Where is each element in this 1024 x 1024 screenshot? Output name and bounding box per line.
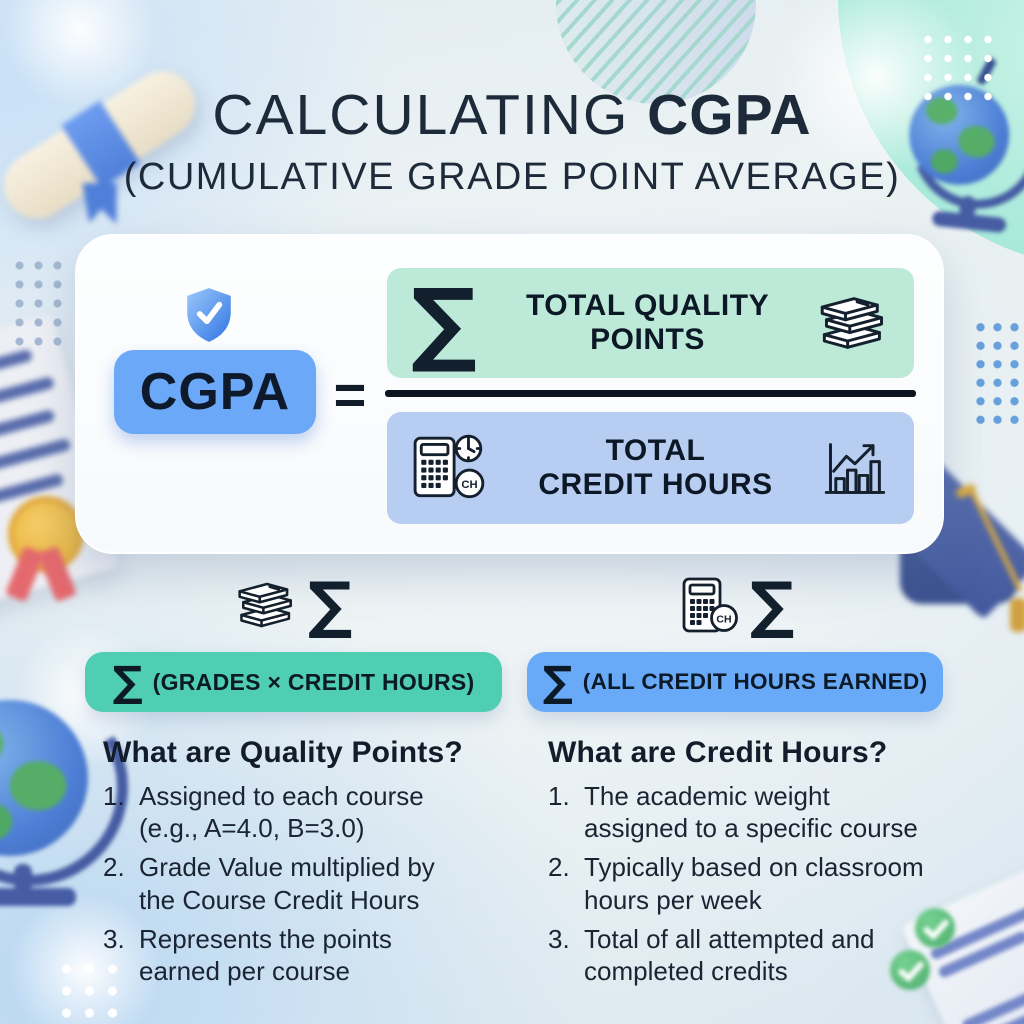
- credit-hours-icon-group: CH ∑: [676, 574, 795, 636]
- cgpa-label: CGPA: [139, 363, 291, 421]
- numerator-line2: POINTS: [590, 323, 705, 356]
- title-line1: CALCULATING CGPA: [0, 82, 1024, 148]
- sigma-icon: ∑: [308, 568, 353, 642]
- list-item: The academic weight assigned to a specif…: [548, 780, 918, 844]
- title-acronym: CGPA: [647, 83, 812, 147]
- sigma-icon: ∑: [542, 657, 573, 707]
- numerator-line1: TOTAL QUALITY: [525, 288, 770, 322]
- credit-pill-label: (ALL CREDIT HOURS EARNED): [582, 669, 928, 694]
- books-stack-icon: [820, 297, 884, 349]
- list-item: Typically based on classroom hours per w…: [548, 851, 924, 915]
- books-stack-icon: [238, 582, 292, 628]
- numerator-box: ∑ TOTAL QUALITY POINTS: [387, 268, 914, 378]
- bar-chart-growth-icon: [824, 443, 886, 494]
- quality-points-list: Assigned to each course (e.g., A=4.0, B=…: [103, 780, 475, 987]
- quality-pill-label: (GRADES × CREDIT HOURS): [152, 668, 475, 695]
- denominator-label: TOTAL CREDIT HOURS: [489, 434, 822, 503]
- list-item: Represents the points earned per course: [103, 923, 392, 987]
- dot-grid-decoration: [918, 30, 998, 104]
- ch-badge: CH: [461, 479, 477, 491]
- quality-points-formula-pill: ∑ (GRADES × CREDIT HOURS): [85, 652, 502, 712]
- sigma-icon: ∑: [750, 568, 795, 642]
- list-item: Total of all attempted and completed cre…: [548, 923, 875, 987]
- fraction-line: [385, 390, 916, 397]
- title-subtitle: (CUMULATIVE GRADE POINT AVERAGE): [123, 156, 901, 198]
- cgpa-label-box: CGPA: [114, 350, 316, 434]
- quality-points-icon-group: ∑: [236, 574, 353, 636]
- sigma-icon: ∑: [112, 657, 143, 707]
- quality-points-heading: What are Quality Points?: [103, 736, 463, 769]
- calculator-clock-ch-icon: CH: [413, 434, 485, 499]
- title-word: CALCULATING: [212, 83, 630, 147]
- numerator-label: TOTAL QUALITY POINTS: [477, 289, 818, 358]
- credit-hours-section: What are Credit Hours? The academic weig…: [548, 736, 938, 994]
- credit-hours-list: The academic weight assigned to a specif…: [548, 780, 938, 987]
- calculator-ch-icon: CH: [682, 577, 738, 633]
- quality-points-section: What are Quality Points? Assigned to eac…: [103, 736, 475, 994]
- dot-grid-decoration: [972, 318, 1024, 430]
- list-item: Assigned to each course (e.g., A=4.0, B=…: [103, 780, 424, 844]
- shield-check-icon: [183, 286, 235, 349]
- credit-hours-heading: What are Credit Hours?: [548, 736, 888, 769]
- ch-badge: CH: [716, 614, 731, 626]
- page-title: CALCULATING CGPA (CUMULATIVE GRADE POINT…: [0, 82, 1024, 199]
- list-item: Grade Value multiplied by the Course Cre…: [103, 851, 435, 915]
- formula-card: CGPA = ∑ TOTAL QUALITY POINTS: [75, 234, 944, 554]
- denominator-box: CH TOTAL CREDIT HOURS: [387, 412, 914, 524]
- equals-sign: =: [333, 362, 367, 426]
- credit-hours-formula-pill: ∑ (ALL CREDIT HOURS EARNED): [527, 652, 943, 712]
- denominator-line2: CREDIT HOURS: [538, 468, 773, 501]
- dot-grid-decoration: [10, 256, 68, 352]
- sigma-icon: ∑: [411, 268, 478, 376]
- denominator-line1: TOTAL: [605, 433, 706, 467]
- globe-icon: [0, 666, 150, 920]
